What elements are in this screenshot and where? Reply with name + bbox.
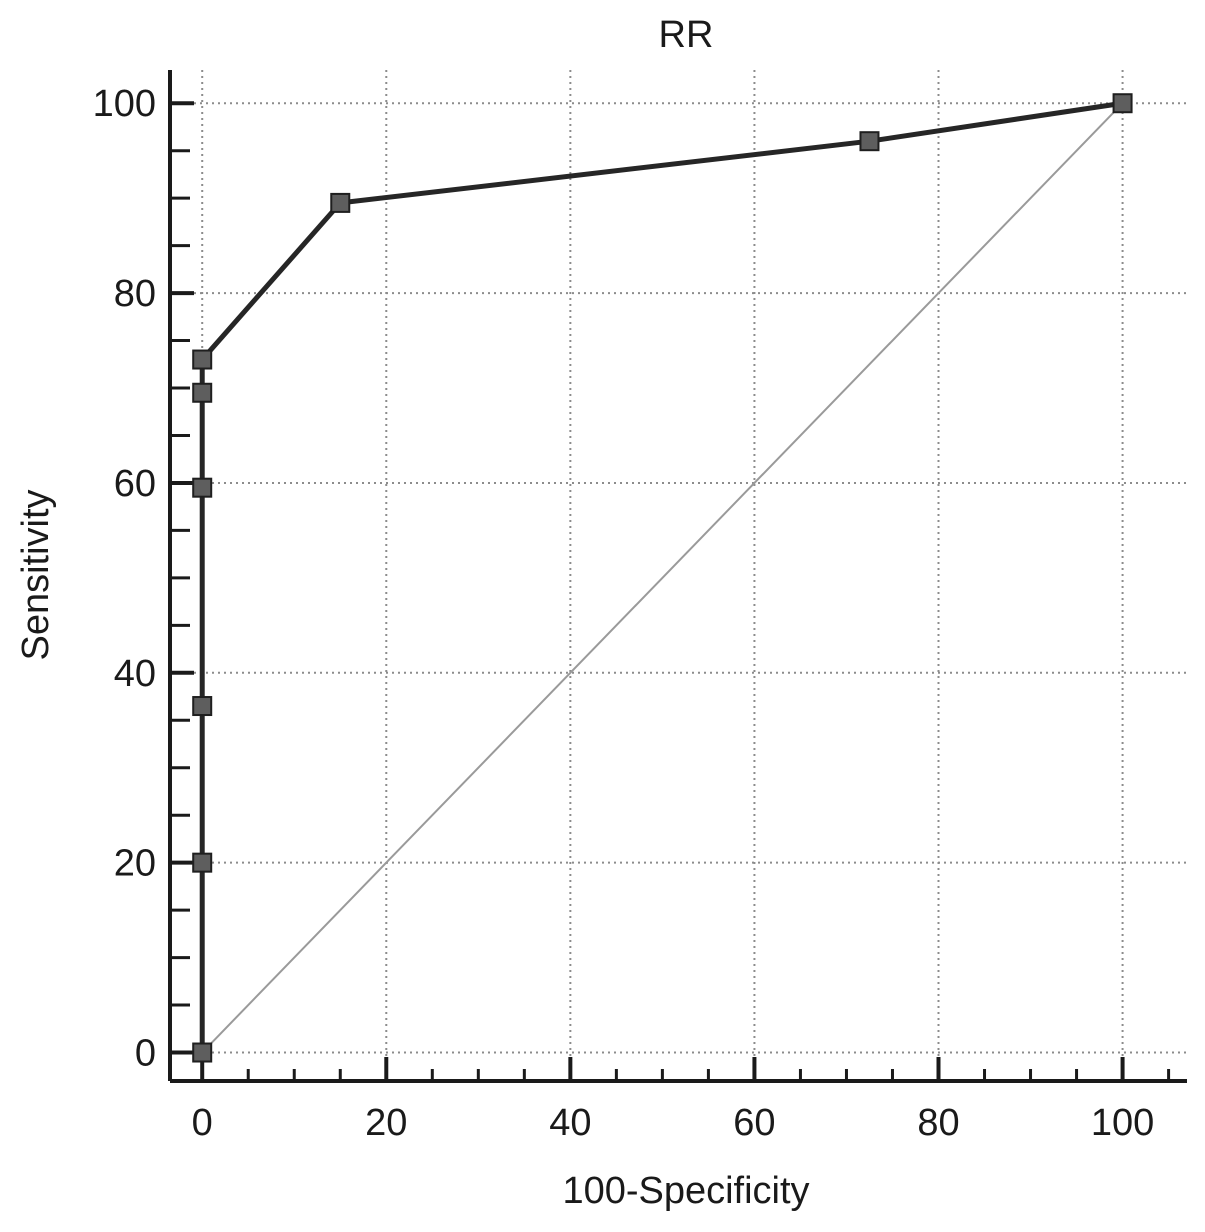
roc-point-marker bbox=[192, 1042, 213, 1063]
y-tick-label: 0 bbox=[135, 1033, 156, 1075]
roc-point-marker bbox=[192, 477, 213, 498]
x-axis-label: 100-Specificity bbox=[562, 1170, 809, 1212]
roc-point-marker bbox=[859, 131, 880, 152]
roc-point-marker bbox=[192, 382, 213, 403]
roc-point-marker bbox=[1112, 93, 1133, 114]
y-tick-label: 40 bbox=[114, 653, 156, 695]
roc-point-marker bbox=[192, 696, 213, 717]
roc-point-marker bbox=[192, 852, 213, 873]
roc-point-marker bbox=[192, 349, 213, 370]
x-tick-label: 0 bbox=[192, 1102, 213, 1144]
reference-diagonal-line bbox=[201, 102, 1124, 1054]
x-tick-label: 100 bbox=[1091, 1102, 1154, 1144]
roc-point-marker bbox=[330, 192, 351, 213]
grid-lines bbox=[170, 70, 1187, 1081]
x-tick-label: 40 bbox=[549, 1102, 591, 1144]
y-tick-label: 100 bbox=[93, 83, 156, 125]
y-axis-label: Sensitivity bbox=[15, 489, 57, 660]
y-tick-label: 20 bbox=[114, 843, 156, 885]
reference-line-layer bbox=[201, 102, 1124, 1054]
y-tick-label: 80 bbox=[114, 273, 156, 315]
x-tick-label: 20 bbox=[365, 1102, 407, 1144]
chart-title: RR bbox=[659, 14, 714, 56]
x-tick-label: 60 bbox=[733, 1102, 775, 1144]
roc-series-layer bbox=[192, 93, 1133, 1063]
y-tick-label: 60 bbox=[114, 463, 156, 505]
axes: 0 20 40 60 80 100 0 20 40 60 80 100 bbox=[93, 70, 1187, 1144]
x-tick-label: 80 bbox=[917, 1102, 959, 1144]
